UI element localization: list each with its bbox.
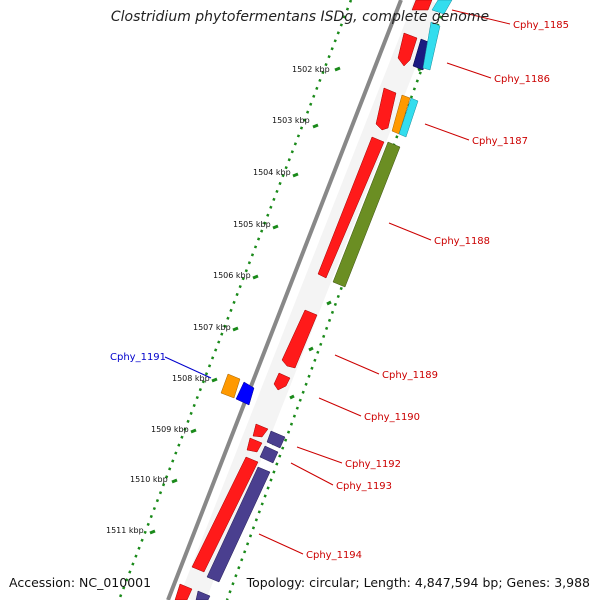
scale-ticks <box>149 66 341 535</box>
gene-label-cphy-1192[interactable]: Cphy_1192 <box>345 459 401 470</box>
tick-label-1504: 1504 kbp <box>253 168 291 177</box>
scale-tick <box>171 478 178 484</box>
tick-label-1507: 1507 kbp <box>193 323 231 332</box>
gene-glyphs <box>174 0 453 600</box>
gene-cphy-1188-olive[interactable] <box>332 141 401 288</box>
gene-cphy-1186[interactable] <box>397 32 418 67</box>
leader-line <box>334 354 380 375</box>
leader-lines <box>164 9 511 555</box>
gene-label-cphy-1194[interactable]: Cphy_1194 <box>306 550 362 561</box>
tick-label-1508: 1508 kbp <box>172 374 210 383</box>
gene-label-cphy-1188[interactable]: Cphy_1188 <box>434 236 490 247</box>
gene-cphy-1192[interactable] <box>252 423 269 438</box>
gene-cphy-1186-cyan[interactable] <box>422 21 441 71</box>
scale-tick <box>272 224 279 230</box>
gene-cphy-1189[interactable] <box>281 309 318 369</box>
leader-line <box>290 462 334 486</box>
gene-label-cphy-1186[interactable]: Cphy_1186 <box>494 74 550 85</box>
gene-cphy-1185[interactable] <box>411 0 433 11</box>
scale-tick <box>211 377 218 383</box>
leader-line <box>318 397 362 417</box>
gene-label-cphy-1191[interactable]: Cphy_1191 <box>110 352 166 363</box>
inner-track <box>225 0 449 600</box>
gene-cphy-1187[interactable] <box>375 87 397 131</box>
map-title: Clostridium phytofermentans ISDg, comple… <box>110 9 490 25</box>
tick-label-1503: 1503 kbp <box>272 116 310 125</box>
gene-cphy-1191-orange[interactable] <box>220 373 241 399</box>
leader-line <box>258 533 304 555</box>
scale-tick <box>232 326 239 332</box>
tick-label-1502: 1502 kbp <box>292 65 330 74</box>
tick-label-1511: 1511 kbp <box>106 526 144 535</box>
tick-label-1505: 1505 kbp <box>233 220 271 229</box>
gene-cphy-1188[interactable] <box>317 136 385 279</box>
leader-line <box>424 123 470 141</box>
leader-line <box>446 62 492 79</box>
scale-track <box>117 0 353 600</box>
scale-tick <box>312 123 319 129</box>
tick-label-1509: 1509 kbp <box>151 425 189 434</box>
gene-cphy-1191[interactable] <box>235 381 255 406</box>
leader-line <box>388 222 432 241</box>
leader-line <box>164 356 212 379</box>
inner-tick <box>289 394 295 400</box>
gene-cphy-1190[interactable] <box>273 372 291 391</box>
tick-label-1506: 1506 kbp <box>213 271 251 280</box>
gene-labels: Cphy_1185 Cphy_1186 Cphy_1187 Cphy_1188 … <box>110 20 569 561</box>
gene-cphy-1185-cyan[interactable] <box>431 0 453 15</box>
gene-label-cphy-1187[interactable]: Cphy_1187 <box>472 136 528 147</box>
gene-partial-bottom[interactable] <box>174 583 193 600</box>
gene-label-cphy-1193[interactable]: Cphy_1193 <box>336 481 392 492</box>
gene-cphy-1192-slate[interactable] <box>266 430 286 449</box>
accession-text: Accession: NC_010001 <box>9 575 152 590</box>
tick-label-1510: 1510 kbp <box>130 475 168 484</box>
scale-tick <box>149 529 156 535</box>
gene-cphy-1193[interactable] <box>246 437 263 453</box>
scale-tick <box>190 428 197 434</box>
scale-tick <box>334 66 341 72</box>
gene-cphy-1193-slate[interactable] <box>259 445 279 464</box>
backbone <box>166 0 403 600</box>
inner-tick <box>326 300 332 306</box>
genome-summary-text: Topology: circular; Length: 4,847,594 bp… <box>246 575 590 590</box>
inner-tick <box>308 346 314 352</box>
scale-tick <box>252 274 259 280</box>
gene-label-cphy-1190[interactable]: Cphy_1190 <box>364 412 420 423</box>
gene-cphy-1194-slate[interactable] <box>206 466 271 583</box>
gene-cphy-1194[interactable] <box>191 456 259 573</box>
leader-line <box>451 9 511 25</box>
gene-partial-bottom-slate[interactable] <box>195 590 211 600</box>
gene-label-cphy-1185[interactable]: Cphy_1185 <box>513 20 569 31</box>
gene-cphy-1187-cyan[interactable] <box>398 97 419 138</box>
gene-label-cphy-1189[interactable]: Cphy_1189 <box>382 370 438 381</box>
leader-line <box>296 446 343 464</box>
scale-tick <box>292 172 299 178</box>
scale-tick-labels: 1502 kbp 1503 kbp 1504 kbp 1505 kbp 1506… <box>106 65 330 535</box>
